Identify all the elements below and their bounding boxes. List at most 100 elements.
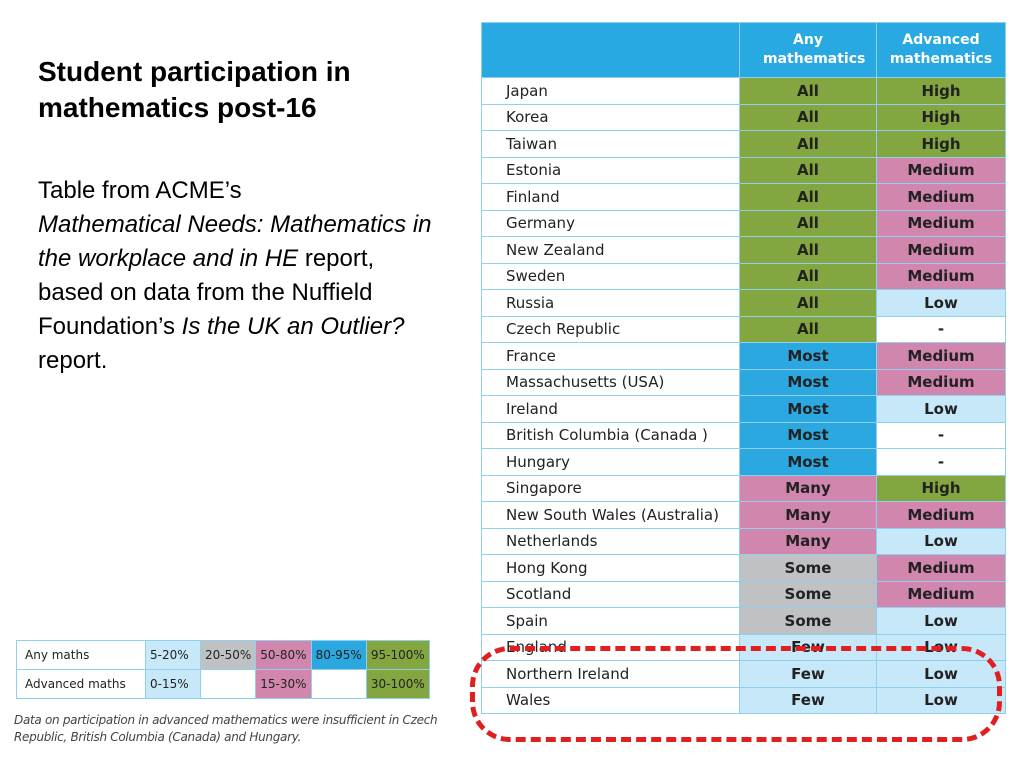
advanced-maths-cell: High [876, 130, 1006, 158]
advanced-maths-cell: Medium [876, 554, 1006, 582]
table-row: Hong Kong Some Medium [481, 554, 1006, 582]
country-cell: Korea [481, 103, 740, 131]
any-maths-cell: Most [739, 395, 877, 423]
table-row: New South Wales (Australia) Many Medium [481, 501, 1006, 529]
source-line-2: based on data from the Nuffield Foundati… [38, 279, 373, 340]
advanced-maths-cell: - [876, 448, 1006, 476]
country-cell: Japan [481, 77, 740, 105]
source-nuffield-suffix: report. [38, 347, 108, 374]
legend-range-cell: 0-15% [145, 669, 201, 699]
table-row: Wales Few Low [481, 686, 1006, 714]
legend-label: Advanced maths [16, 669, 146, 699]
table-row: British Columbia (Canada ) Most - [481, 421, 1006, 449]
table-row: Sweden All Medium [481, 262, 1006, 290]
legend-range-cell: 95-100% [365, 640, 430, 670]
any-maths-cell: Many [739, 474, 877, 502]
legend-row: Any maths 5-20% 20-50% 50-80% 80-95% 95-100% [16, 640, 430, 670]
country-cell: Russia [481, 289, 740, 317]
table-body: Japan All High Korea All High Taiwan All High Est… [481, 77, 1006, 714]
country-cell: Northern Ireland [481, 660, 740, 688]
advanced-maths-cell: High [876, 474, 1006, 502]
page-title: Student participation in mathematics pos… [38, 56, 351, 123]
table-row: Hungary Most - [481, 448, 1006, 476]
header-advanced-mathematics: Advanced mathematics [876, 22, 1006, 78]
advanced-maths-cell: Low [876, 633, 1006, 661]
any-maths-cell: Few [739, 633, 877, 661]
advanced-maths-cell: Medium [876, 342, 1006, 370]
legend-range-cell: 20-50% [199, 640, 257, 670]
any-maths-cell: All [739, 262, 877, 290]
advanced-maths-cell: High [876, 77, 1006, 105]
country-cell: Czech Republic [481, 315, 740, 343]
advanced-maths-cell: High [876, 103, 1006, 131]
footnote: Data on participation in advanced mathem… [14, 713, 438, 744]
any-maths-cell: Most [739, 368, 877, 396]
header-country [481, 22, 740, 78]
legend-range-cell: 15-30% [255, 669, 312, 699]
country-cell: Netherlands [481, 527, 740, 555]
country-cell: Wales [481, 686, 740, 714]
country-cell: Hungary [481, 448, 740, 476]
table-row: Scotland Some Medium [481, 580, 1006, 608]
table-row: Japan All High [481, 77, 1006, 105]
any-maths-cell: Most [739, 421, 877, 449]
any-maths-cell: All [739, 209, 877, 237]
advanced-maths-cell: Medium [876, 183, 1006, 211]
advanced-maths-cell: Medium [876, 209, 1006, 237]
any-maths-cell: Few [739, 686, 877, 714]
any-maths-cell: All [739, 236, 877, 264]
table-row: Massachusetts (USA) Most Medium [481, 368, 1006, 396]
advanced-maths-cell: Low [876, 660, 1006, 688]
source-report-title: Mathematical Needs: Mathematics in the w… [38, 211, 432, 272]
advanced-maths-cell: - [876, 315, 1006, 343]
country-cell: England [481, 633, 740, 661]
source-nuffield-title: Is the UK an Outlier? [181, 313, 405, 340]
advanced-maths-cell: Low [876, 527, 1006, 555]
any-maths-cell: Many [739, 527, 877, 555]
table-row: England Few Low [481, 633, 1006, 661]
participation-table: Any mathematics Advanced mathematics Jap… [481, 22, 1006, 714]
table-row: Russia All Low [481, 289, 1006, 317]
advanced-maths-cell: Medium [876, 262, 1006, 290]
table-row: Korea All High [481, 103, 1006, 131]
source-report-suffix: report, [298, 245, 375, 272]
table-row: Germany All Medium [481, 209, 1006, 237]
table-header-row: Any mathematics Advanced mathematics [481, 22, 1006, 78]
any-maths-cell: All [739, 289, 877, 317]
legend-range-cell: 50-80% [255, 640, 312, 670]
any-maths-cell: Most [739, 448, 877, 476]
any-maths-cell: All [739, 183, 877, 211]
source-line-1: Table from ACME’s [38, 177, 242, 204]
country-cell: France [481, 342, 740, 370]
legend-range-cell: 80-95% [310, 640, 367, 670]
any-maths-cell: All [739, 103, 877, 131]
header-any-mathematics: Any mathematics [739, 22, 877, 78]
advanced-maths-cell: Medium [876, 501, 1006, 529]
legend-range-cell [199, 669, 257, 699]
advanced-maths-cell: Medium [876, 580, 1006, 608]
country-cell: Finland [481, 183, 740, 211]
advanced-maths-cell: Low [876, 395, 1006, 423]
country-cell: Hong Kong [481, 554, 740, 582]
advanced-maths-cell: - [876, 421, 1006, 449]
any-maths-cell: All [739, 315, 877, 343]
country-cell: New Zealand [481, 236, 740, 264]
table-row: Netherlands Many Low [481, 527, 1006, 555]
legend-row: Advanced maths 0-15% 15-30% 30-100% [16, 669, 430, 699]
header-advanced-label: Advanced mathematics [889, 32, 993, 67]
advanced-maths-cell: Low [876, 686, 1006, 714]
advanced-maths-cell: Medium [876, 368, 1006, 396]
table-row: Ireland Most Low [481, 395, 1006, 423]
country-cell: Ireland [481, 395, 740, 423]
table-row: Estonia All Medium [481, 156, 1006, 184]
legend-range-cell: 5-20% [145, 640, 201, 670]
country-cell: Germany [481, 209, 740, 237]
country-cell: New South Wales (Australia) [481, 501, 740, 529]
any-maths-cell: Few [739, 660, 877, 688]
country-cell: Singapore [481, 474, 740, 502]
legend-label: Any maths [16, 640, 146, 670]
legend-body: Any maths 5-20% 20-50% 50-80% 80-95% 95-100% A… [16, 640, 430, 699]
country-cell: Scotland [481, 580, 740, 608]
any-maths-cell: Some [739, 607, 877, 635]
table-row: Singapore Many High [481, 474, 1006, 502]
